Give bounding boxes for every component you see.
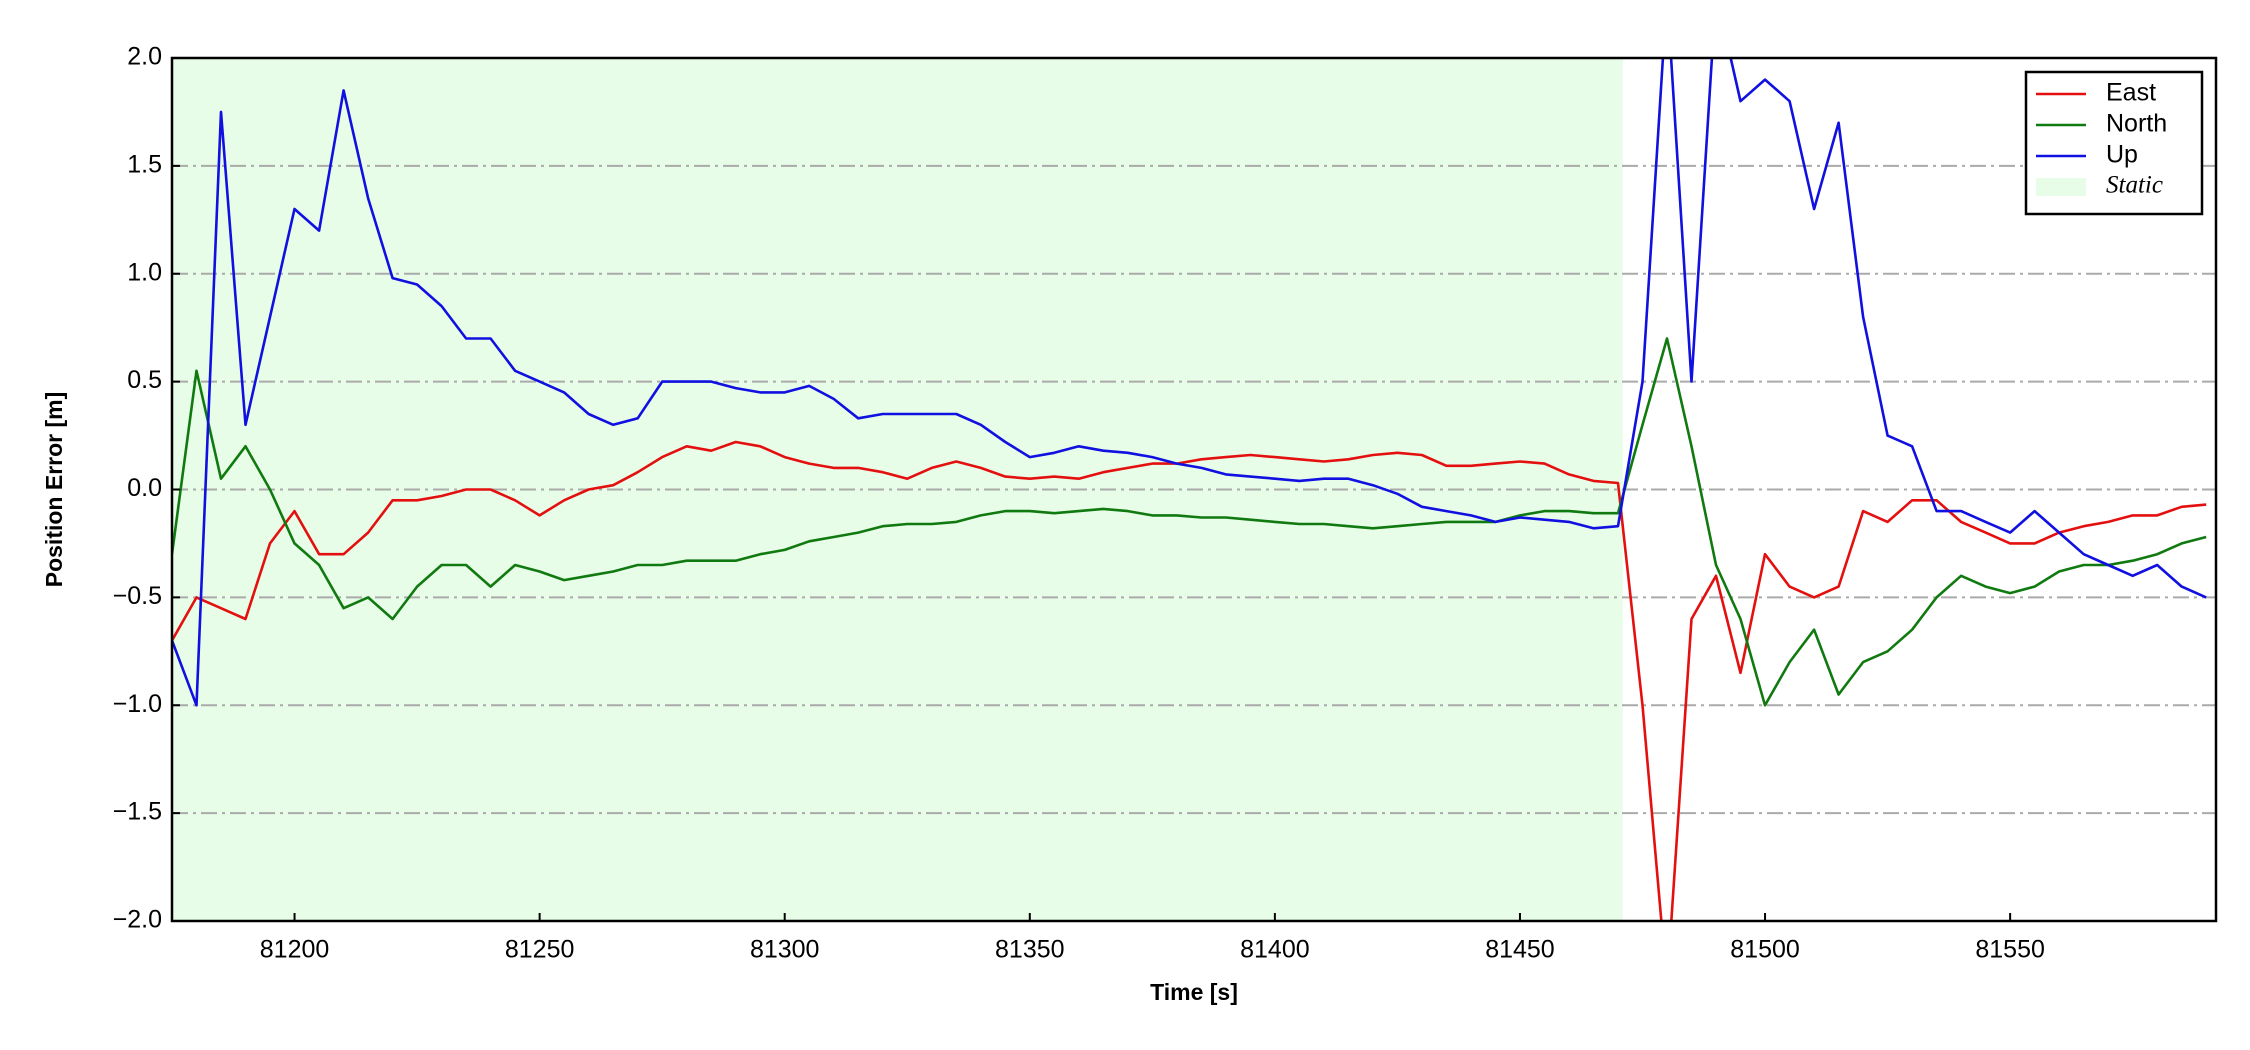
y-tick-label: −0.5	[113, 582, 162, 610]
y-tick-label: 0.0	[127, 474, 162, 502]
y-tick-label: 1.0	[127, 258, 162, 286]
x-tick-label: 81250	[505, 936, 575, 964]
series-line	[172, 58, 2207, 707]
series-line	[172, 440, 2207, 921]
plot-frame	[170, 56, 2218, 923]
legend-label: Up	[2106, 141, 2138, 169]
x-tick-label: 81300	[750, 936, 820, 964]
legend-label: East	[2106, 79, 2156, 107]
x-tick-label: 81550	[1975, 936, 2045, 964]
y-tick-label: −1.5	[113, 798, 162, 826]
y-tick-label: 2.0	[127, 43, 162, 71]
x-tick-label: 81500	[1730, 936, 1800, 964]
y-tick-label: −1.0	[113, 690, 162, 718]
legend-label: Static	[2106, 172, 2163, 199]
legend-swatch	[2036, 178, 2086, 196]
x-axis-label: Time [s]	[1150, 979, 1238, 1005]
y-axis-label: Position Error [m]	[41, 392, 67, 588]
legend-label: North	[2106, 110, 2167, 138]
series-line	[172, 337, 2207, 707]
x-tick-label: 81400	[1240, 936, 1310, 964]
plot-area	[172, 57, 2216, 922]
legend-box	[2024, 70, 2204, 216]
y-tick-label: 1.5	[127, 150, 162, 178]
x-tick-label: 81200	[260, 936, 330, 964]
x-tick-label: 81350	[995, 936, 1065, 964]
x-tick-label: 81450	[1485, 936, 1555, 964]
y-tick-label: 0.5	[127, 366, 162, 394]
y-tick-label: −2.0	[113, 906, 162, 934]
legend: East North Up Static	[2024, 70, 2204, 216]
